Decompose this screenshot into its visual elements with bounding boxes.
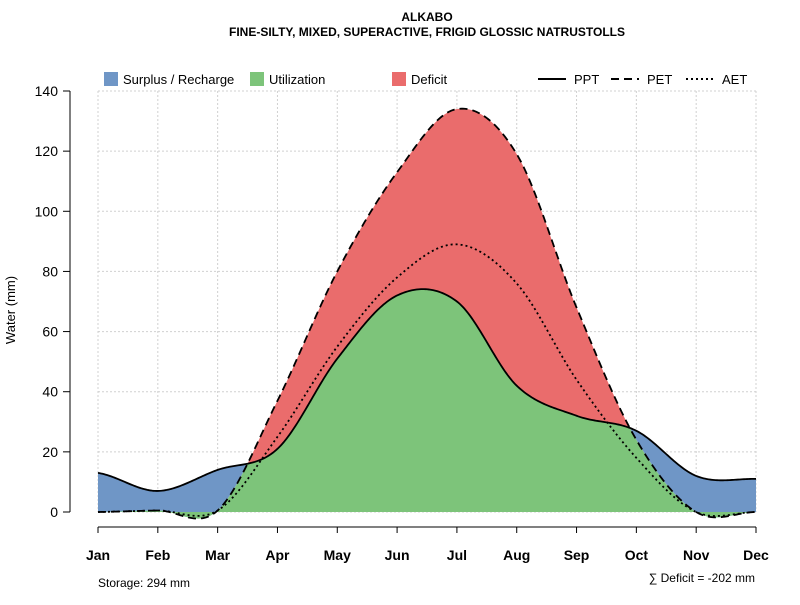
legend: Surplus / Recharge Utilization Deficit PPT P… — [104, 72, 747, 87]
legend-swatch — [104, 72, 118, 86]
legend-label: PPT — [574, 72, 599, 87]
y-tick-label: 120 — [35, 143, 59, 159]
x-tick-label: Apr — [265, 547, 290, 563]
x-tick-label: Aug — [503, 547, 530, 563]
legend-label: PET — [647, 72, 672, 87]
x-tick-label: May — [324, 547, 351, 563]
x-tick-label: Dec — [743, 547, 769, 563]
chart-subtitle: FINE-SILTY, MIXED, SUPERACTIVE, FRIGID G… — [229, 25, 625, 39]
legend-label: Surplus / Recharge — [123, 72, 234, 87]
x-tick-label: Jul — [447, 547, 467, 563]
legend-label: Deficit — [411, 72, 448, 87]
deficit-area — [98, 108, 756, 519]
x-axis: Jan Feb Mar Apr May Jun Jul Aug Sep Oct Nov Dec — [86, 526, 769, 563]
surplus-recharge-area — [98, 108, 756, 519]
legend-label: Utilization — [269, 72, 325, 87]
x-tick-label: Sep — [564, 547, 590, 563]
x-tick-label: Jun — [385, 547, 410, 563]
y-tick-label: 60 — [42, 324, 58, 340]
pet-line — [97, 107, 757, 520]
legend-swatch — [250, 72, 264, 86]
y-tick-label: 140 — [35, 83, 59, 99]
y-tick-label: 80 — [42, 263, 58, 279]
aet-line — [97, 243, 757, 517]
x-tick-label: Nov — [683, 547, 710, 563]
utilization-area — [98, 289, 756, 519]
y-tick-label: 40 — [42, 384, 58, 400]
storage-annotation: Storage: 294 mm — [98, 576, 190, 590]
ppt-line — [97, 288, 757, 492]
y-tick-label: 20 — [42, 444, 58, 460]
y-tick-label: 0 — [50, 504, 58, 520]
x-tick-label: Mar — [205, 547, 230, 563]
y-tick-label: 100 — [35, 203, 59, 219]
legend-swatch — [392, 72, 406, 86]
y-axis: 0 20 40 60 80 100 120 140 — [35, 83, 71, 520]
y-axis-label: Water (mm) — [3, 276, 18, 344]
x-tick-label: Feb — [145, 547, 170, 563]
legend-label: AET — [722, 72, 747, 87]
x-tick-label: Jan — [86, 547, 110, 563]
chart-title: ALKABO — [401, 10, 452, 24]
deficit-annotation: ∑ Deficit = -202 mm — [649, 571, 755, 585]
x-tick-label: Oct — [625, 547, 649, 563]
